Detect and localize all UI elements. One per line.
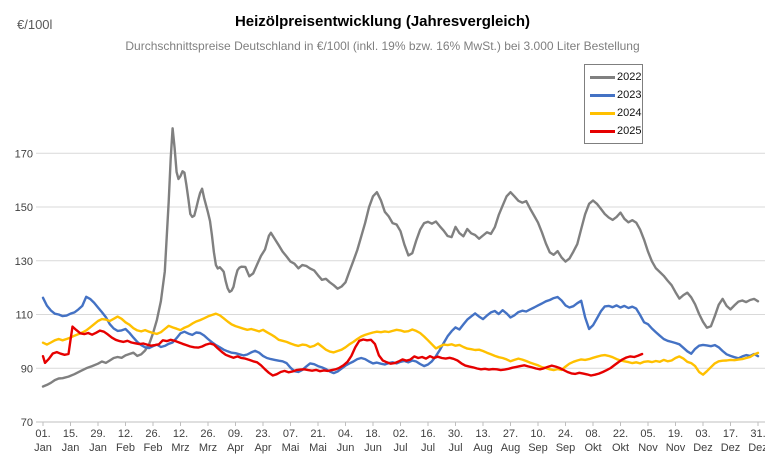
x-tick-label-day: 17. bbox=[723, 428, 738, 440]
x-tick-label-day: 04. bbox=[338, 428, 353, 440]
x-tick-label-day: 10. bbox=[530, 428, 545, 440]
x-tick-label-day: 01. bbox=[35, 428, 50, 440]
legend-label-2022: 2022 bbox=[617, 70, 642, 83]
legend-line-swatch-2022 bbox=[590, 75, 615, 79]
x-tick-label-day: 30. bbox=[448, 428, 463, 440]
x-tick-label-month: Dez bbox=[721, 442, 741, 454]
x-tick-label-day: 12. bbox=[173, 428, 188, 440]
x-tick-label-month: Aug bbox=[501, 442, 521, 454]
x-tick-label-month: Jan bbox=[89, 442, 107, 454]
x-tick-label-day: 31. bbox=[750, 428, 765, 440]
x-tick-label-month: Okt bbox=[612, 442, 629, 454]
legend-item-2023: 2023 bbox=[585, 86, 642, 104]
x-tick-label-day: 12. bbox=[118, 428, 133, 440]
y-tick-label-110: 110 bbox=[15, 310, 33, 322]
x-tick-label-month: Apr bbox=[227, 442, 244, 454]
y-tick-label-90: 90 bbox=[21, 363, 33, 375]
x-tick-label-month: Mai bbox=[309, 442, 327, 454]
legend: 2022 2023 2024 2025 bbox=[584, 64, 643, 144]
x-tick-label-month: Feb bbox=[144, 442, 163, 454]
x-tick-label-month: Jul bbox=[448, 442, 462, 454]
y-tick-label-70: 70 bbox=[21, 417, 33, 429]
x-tick-label-month: Jan bbox=[34, 442, 52, 454]
legend-item-2022: 2022 bbox=[585, 68, 642, 86]
x-tick-label-day: 18. bbox=[365, 428, 380, 440]
x-tick-label-month: Jul bbox=[393, 442, 407, 454]
x-tick-label-day: 26. bbox=[145, 428, 160, 440]
x-tick-label-day: 05. bbox=[640, 428, 655, 440]
x-tick-label-day: 09. bbox=[228, 428, 243, 440]
x-tick-label-month: Mrz bbox=[199, 442, 217, 454]
x-tick-label-month: Sep bbox=[528, 442, 548, 454]
legend-label-2024: 2024 bbox=[617, 106, 642, 119]
x-tick-label-day: 19. bbox=[668, 428, 683, 440]
x-tick-label-month: Jul bbox=[421, 442, 435, 454]
legend-item-2025: 2025 bbox=[585, 122, 642, 140]
x-tick-label-day: 08. bbox=[585, 428, 600, 440]
x-tick-label-day: 27. bbox=[503, 428, 518, 440]
x-tick-label-month: Sep bbox=[556, 442, 576, 454]
x-tick-label-month: Mrz bbox=[171, 442, 189, 454]
x-tick-label-day: 22. bbox=[613, 428, 628, 440]
legend-item-2024: 2024 bbox=[585, 104, 642, 122]
x-tick-label-month: Aug bbox=[473, 442, 493, 454]
legend-label-2025: 2025 bbox=[617, 124, 642, 137]
x-tick-label-day: 23. bbox=[255, 428, 270, 440]
x-tick-label-day: 02. bbox=[393, 428, 408, 440]
legend-line-swatch-2025 bbox=[590, 129, 615, 133]
legend-line-swatch-2023 bbox=[590, 93, 615, 97]
y-tick-label-150: 150 bbox=[15, 202, 33, 214]
x-tick-label-month: Apr bbox=[254, 442, 271, 454]
x-tick-label-day: 24. bbox=[558, 428, 573, 440]
x-tick-label-month: Dez bbox=[748, 442, 765, 454]
x-tick-label-day: 03. bbox=[695, 428, 710, 440]
y-axis-unit-label: €/100l bbox=[17, 17, 53, 32]
x-tick-label-month: Okt bbox=[584, 442, 601, 454]
legend-label-2023: 2023 bbox=[617, 88, 642, 101]
x-tick-label-month: Feb bbox=[116, 442, 135, 454]
x-tick-label-day: 16. bbox=[420, 428, 435, 440]
chart-subtitle: Durchschnittspreise Deutschland in €/100… bbox=[125, 39, 640, 53]
x-tick-label-day: 29. bbox=[90, 428, 105, 440]
x-tick-label-month: Jan bbox=[62, 442, 80, 454]
x-tick-label-month: Dez bbox=[693, 442, 713, 454]
x-tick-label-day: 21. bbox=[310, 428, 325, 440]
series-line-2024 bbox=[41, 312, 760, 376]
legend-line-swatch-2024 bbox=[590, 111, 615, 115]
x-tick-label-month: Nov bbox=[666, 442, 686, 454]
y-tick-label-130: 130 bbox=[15, 256, 33, 268]
y-tick-label-170: 170 bbox=[15, 148, 33, 160]
x-tick-label-day: 15. bbox=[63, 428, 78, 440]
x-tick-label-month: Jun bbox=[364, 442, 382, 454]
x-tick-label-month: Nov bbox=[638, 442, 658, 454]
x-tick-label-day: 07. bbox=[283, 428, 298, 440]
series-line-2025 bbox=[41, 325, 644, 377]
x-tick-label-day: 13. bbox=[475, 428, 490, 440]
x-tick-label-month: Mai bbox=[282, 442, 300, 454]
page-title: Heizölpreisentwicklung (Jahresvergleich) bbox=[234, 13, 531, 30]
x-tick-label-day: 26. bbox=[200, 428, 215, 440]
x-tick-label-month: Jun bbox=[337, 442, 355, 454]
series-line-2022 bbox=[41, 127, 760, 388]
